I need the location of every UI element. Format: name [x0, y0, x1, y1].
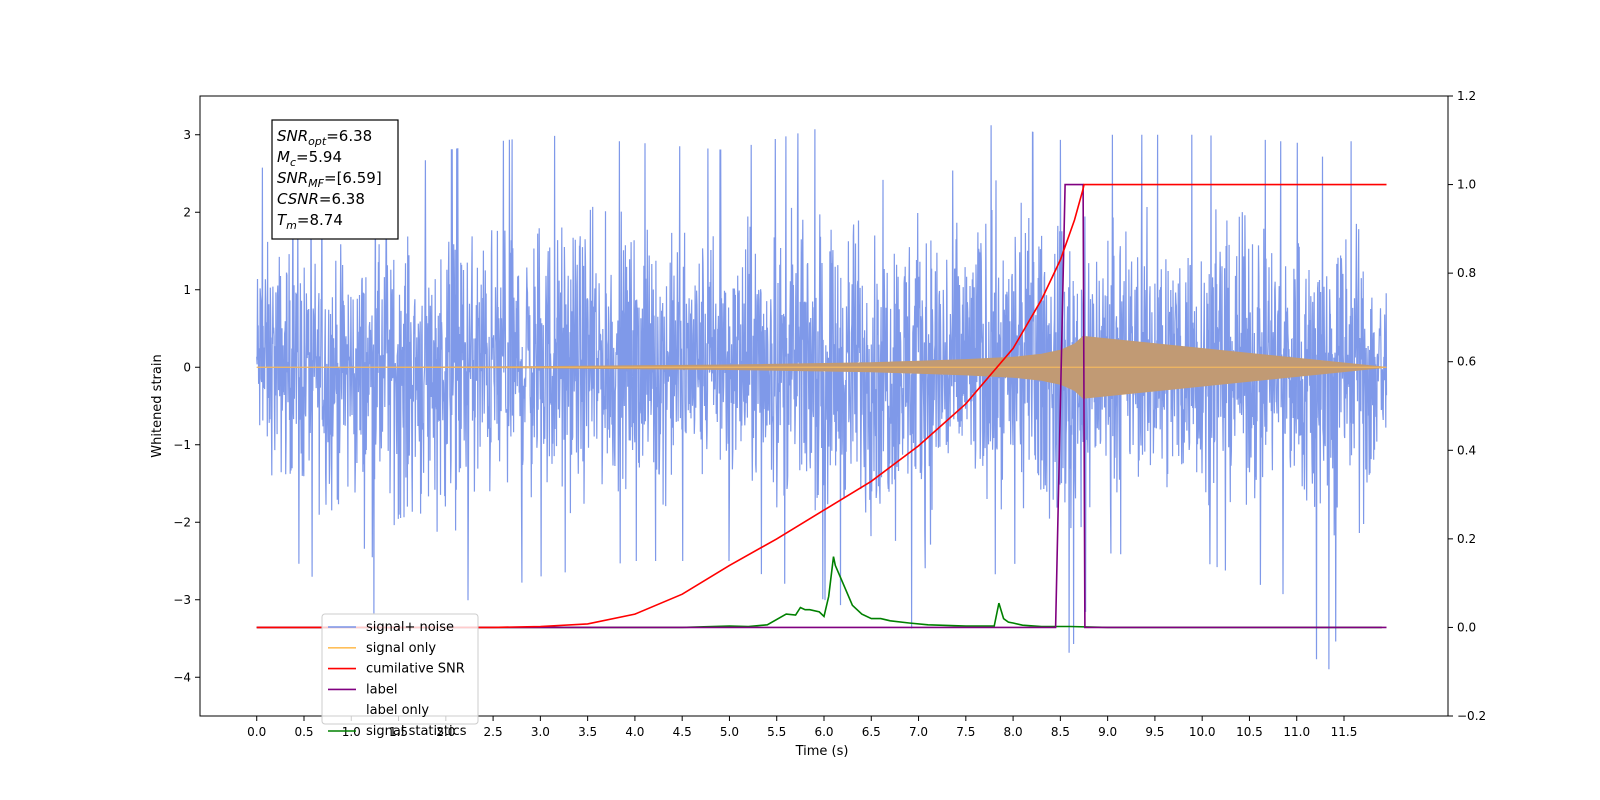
annotation-line: SNRopt=6.38	[277, 127, 372, 148]
y-right-tick-label: 0.4	[1457, 443, 1476, 457]
legend-label: signal+ noise	[366, 620, 454, 635]
plot-area	[256, 125, 1388, 670]
x-tick-label: 1.5	[389, 725, 408, 739]
x-tick-label: 7.0	[909, 725, 928, 739]
annotation-symbol: SNR	[277, 127, 308, 145]
x-tick-label: 8.5	[1051, 725, 1070, 739]
x-tick-label: 5.5	[767, 725, 786, 739]
legend: signal+ noise signal only cumilative SNR la…	[321, 613, 479, 739]
annotation-line: Tm=8.74	[277, 211, 343, 232]
x-tick-label: 4.0	[625, 725, 644, 739]
y-left-tick-label: 0	[183, 360, 191, 374]
annotation-subscript: MF	[308, 177, 324, 190]
x-tick-label: 0.0	[247, 725, 266, 739]
x-tick-label: 6.0	[814, 725, 833, 739]
annotation-value: =8.74	[297, 211, 343, 229]
y-right-tick-label: 1.2	[1457, 89, 1476, 103]
series-cumulative-snr	[256, 183, 1387, 629]
x-tick-label: 10.0	[1189, 725, 1216, 739]
x-tick-label: 9.5	[1145, 725, 1164, 739]
y-left-tick-label: −2	[173, 515, 191, 529]
x-tick-label: 6.5	[862, 725, 881, 739]
x-tick-label: 9.0	[1098, 725, 1117, 739]
y-left-tick-label: −3	[173, 593, 191, 607]
y-right-tick-label: 0.2	[1457, 532, 1476, 546]
annotation-symbol: T	[277, 211, 288, 229]
annotation-box: SNRopt=6.38Mc=5.94SNRMF=[6.59]CSNR=6.38T…	[271, 119, 399, 240]
y-right-tick-label: 1.0	[1457, 178, 1476, 192]
x-axis-label: Time (s)	[795, 744, 849, 759]
x-tick-label: 4.5	[673, 725, 692, 739]
annotation-value: =6.38	[319, 190, 365, 208]
annotation-symbol: SNR	[277, 169, 308, 187]
annotation-line: CSNR=6.38	[277, 190, 365, 208]
annotation-value: =5.94	[296, 148, 342, 166]
legend-label: signal statistics	[366, 724, 467, 739]
annotation-line: SNRMF=[6.59]	[277, 169, 382, 190]
x-tick-label: 0.5	[294, 725, 313, 739]
x-tick-label: 3.5	[578, 725, 597, 739]
x-tick-label: 11.5	[1331, 725, 1358, 739]
y-left-tick-label: −4	[173, 670, 191, 684]
series-signal-statistics	[256, 556, 1382, 629]
y-right-tick-label: −0.2	[1457, 709, 1486, 723]
legend-label: cumilative SNR	[366, 662, 465, 677]
y-right-tick-label: 0.8	[1457, 266, 1476, 280]
x-tick-label: 7.5	[956, 725, 975, 739]
y-left-tick-label: 2	[183, 205, 191, 219]
y-left-tick-label: 3	[183, 128, 191, 142]
legend-label: label only	[366, 703, 429, 718]
y-left-tick-label: −1	[173, 438, 191, 452]
x-tick-label: 2.0	[436, 725, 455, 739]
x-tick-label: 8.0	[1004, 725, 1023, 739]
annotation-subscript: c	[290, 156, 296, 169]
annotation-frame	[271, 119, 399, 240]
x-tick-label: 2.5	[484, 725, 503, 739]
y-axis-right: 1.2 1.0 0.8 0.6 0.4 0.2 0.0 −0.2	[1448, 89, 1486, 723]
annotation-line: Mc=5.94	[277, 148, 342, 169]
y-axis-label: Whitened strain	[150, 354, 165, 457]
legend-label: label	[366, 682, 397, 697]
y-right-tick-label: 0.6	[1457, 355, 1476, 369]
y-right-tick-label: 0.0	[1457, 620, 1476, 634]
legend-label: signal only	[366, 641, 436, 656]
x-tick-label: 11.0	[1283, 725, 1310, 739]
x-tick-label: 1.0	[342, 725, 361, 739]
annotation-symbol: M	[277, 148, 290, 166]
x-tick-label: 10.5	[1236, 725, 1263, 739]
annotation-value: =6.38	[326, 127, 372, 145]
annotation-subscript: m	[286, 219, 297, 232]
x-tick-label: 5.0	[720, 725, 739, 739]
annotation-value: =[6.59]	[324, 169, 382, 187]
y-axis-left: 3 2 1 0 −1 −2 −3 −4	[173, 128, 200, 684]
annotation-subscript: opt	[308, 135, 327, 148]
annotation-lines: SNRopt=6.38Mc=5.94SNRMF=[6.59]CSNR=6.38T…	[277, 127, 382, 232]
legend-frame	[321, 613, 479, 725]
annotation-symbol: CSNR	[277, 190, 319, 208]
x-tick-label: 3.0	[531, 725, 550, 739]
x-axis: 0.0 0.5 1.0 1.5 2.0 2.5 3.0 3.5 4.0 4.5 5.0 5.5 6.0 6…	[247, 716, 1357, 739]
legend-items: signal+ noise signal only cumilative SNR la…	[328, 620, 467, 739]
y-left-tick-label: 1	[183, 283, 191, 297]
series-label	[256, 183, 1387, 629]
